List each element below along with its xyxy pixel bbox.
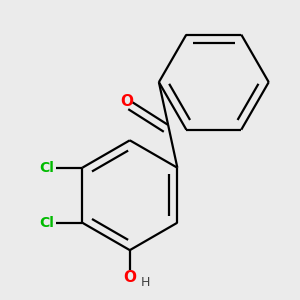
Text: H: H [140,276,150,289]
Text: Cl: Cl [39,161,54,175]
Text: O: O [120,94,134,109]
Text: O: O [123,270,136,285]
Text: Cl: Cl [39,216,54,230]
